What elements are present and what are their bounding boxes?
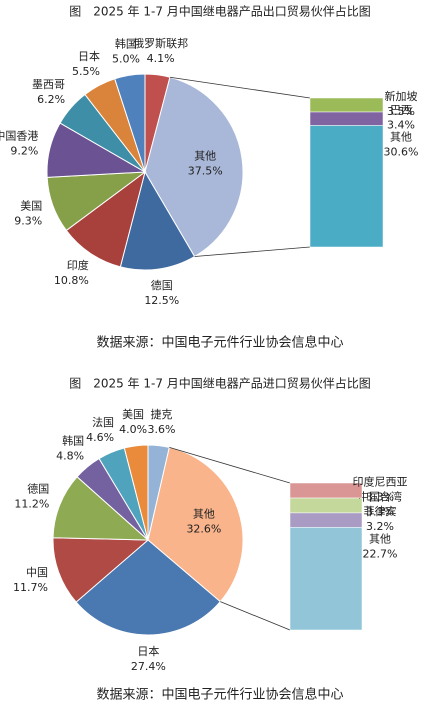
pie-slice — [123, 444, 149, 541]
slice-label: 捷克 — [150, 407, 172, 421]
bar-value-label: 22.7% — [363, 547, 398, 560]
bar-label: 其他 — [369, 532, 391, 545]
bar-value-label: 3.2% — [366, 520, 394, 533]
slice-label: 美国 — [20, 199, 42, 212]
slice-label: 墨西哥 — [32, 78, 65, 91]
slice-value-label: 27.4% — [131, 660, 166, 673]
bar-segment — [289, 527, 363, 631]
bar-label: 其他 — [390, 130, 412, 143]
slice-value-label: 10.8% — [54, 274, 89, 287]
bar-value-label: 30.6% — [384, 145, 419, 158]
slice-label: 日本 — [78, 49, 100, 63]
connector-line — [220, 601, 291, 631]
slice-label: 中国 — [26, 566, 48, 579]
slice-label: 德国 — [151, 278, 173, 292]
bar-label: 印度尼西亚 — [353, 474, 408, 488]
slice-value-label: 4.8% — [56, 449, 84, 462]
pie-slice — [144, 76, 244, 258]
slice-value-label: 37.5% — [188, 165, 223, 178]
slice-label: 其他 — [193, 508, 215, 521]
slice-value-label: 11.7% — [13, 581, 48, 594]
bar-value-label: 3.4% — [387, 119, 415, 132]
pie-slice — [114, 73, 146, 173]
bar-label: 巴西 — [390, 104, 412, 117]
pie-slice — [52, 476, 150, 541]
connector-line — [169, 76, 311, 99]
slice-label: 韩国 — [115, 36, 137, 50]
slice-value-label: 3.6% — [147, 423, 175, 436]
pie-slice — [75, 539, 221, 636]
connector-line — [169, 447, 291, 484]
slice-value-label: 9.3% — [14, 214, 42, 227]
source-note: 数据来源：中国电子元件行业协会信息中心 — [96, 687, 343, 703]
slice-value-label: 9.2% — [10, 145, 38, 158]
bar-segment — [289, 482, 363, 499]
slice-value-label: 4.6% — [86, 431, 114, 444]
source-note: 数据来源：中国电子元件行业协会信息中心 — [96, 335, 343, 351]
bar-label: 中国台湾 — [358, 489, 402, 503]
slice-value-label: 12.5% — [144, 294, 179, 307]
bar-value-label: 3.5% — [387, 105, 415, 118]
slice-value-label: 4.1% — [147, 52, 175, 65]
bar-segment — [309, 97, 384, 113]
slice-value-label: 32.6% — [186, 523, 221, 536]
slice-label: 印度 — [67, 258, 89, 272]
slice-label: 日本 — [137, 644, 159, 658]
bar-segment — [309, 111, 384, 126]
bar-value-label: 3.3% — [366, 505, 394, 518]
pie-slice — [52, 537, 150, 603]
bar-segment — [309, 125, 384, 248]
slice-label: 美国 — [122, 408, 144, 421]
slice-label: 其他 — [194, 150, 216, 163]
slice-value-label: 5.5% — [72, 65, 100, 78]
slice-value-label: 6.2% — [37, 93, 65, 106]
pie-slice — [147, 446, 244, 603]
connector-line — [194, 246, 311, 257]
slice-value-label: 5.0% — [112, 52, 140, 65]
pie-slice — [65, 170, 146, 268]
bar-segment — [289, 497, 363, 514]
slice-label: 中国香港 — [0, 130, 38, 143]
slice-label: 德国 — [27, 481, 49, 495]
slice-label: 俄罗斯联邦 — [133, 37, 188, 50]
slice-label: 韩国 — [62, 433, 84, 447]
bar-value-label: 3.3% — [366, 490, 394, 503]
slice-label: 法国 — [92, 415, 114, 429]
bar-segment — [289, 512, 363, 528]
chart-title: 图 2025 年 1-7 月中国继电器产品进口贸易伙伴占比图 — [69, 376, 371, 391]
slice-value-label: 11.2% — [14, 497, 49, 510]
bar-label: 新加坡 — [385, 89, 418, 103]
slice-value-label: 4.0% — [119, 423, 147, 436]
bar-label: 菲律宾 — [364, 504, 397, 518]
chart-title: 图 2025 年 1-7 月中国继电器产品出口贸易伙伴占比图 — [69, 4, 371, 19]
